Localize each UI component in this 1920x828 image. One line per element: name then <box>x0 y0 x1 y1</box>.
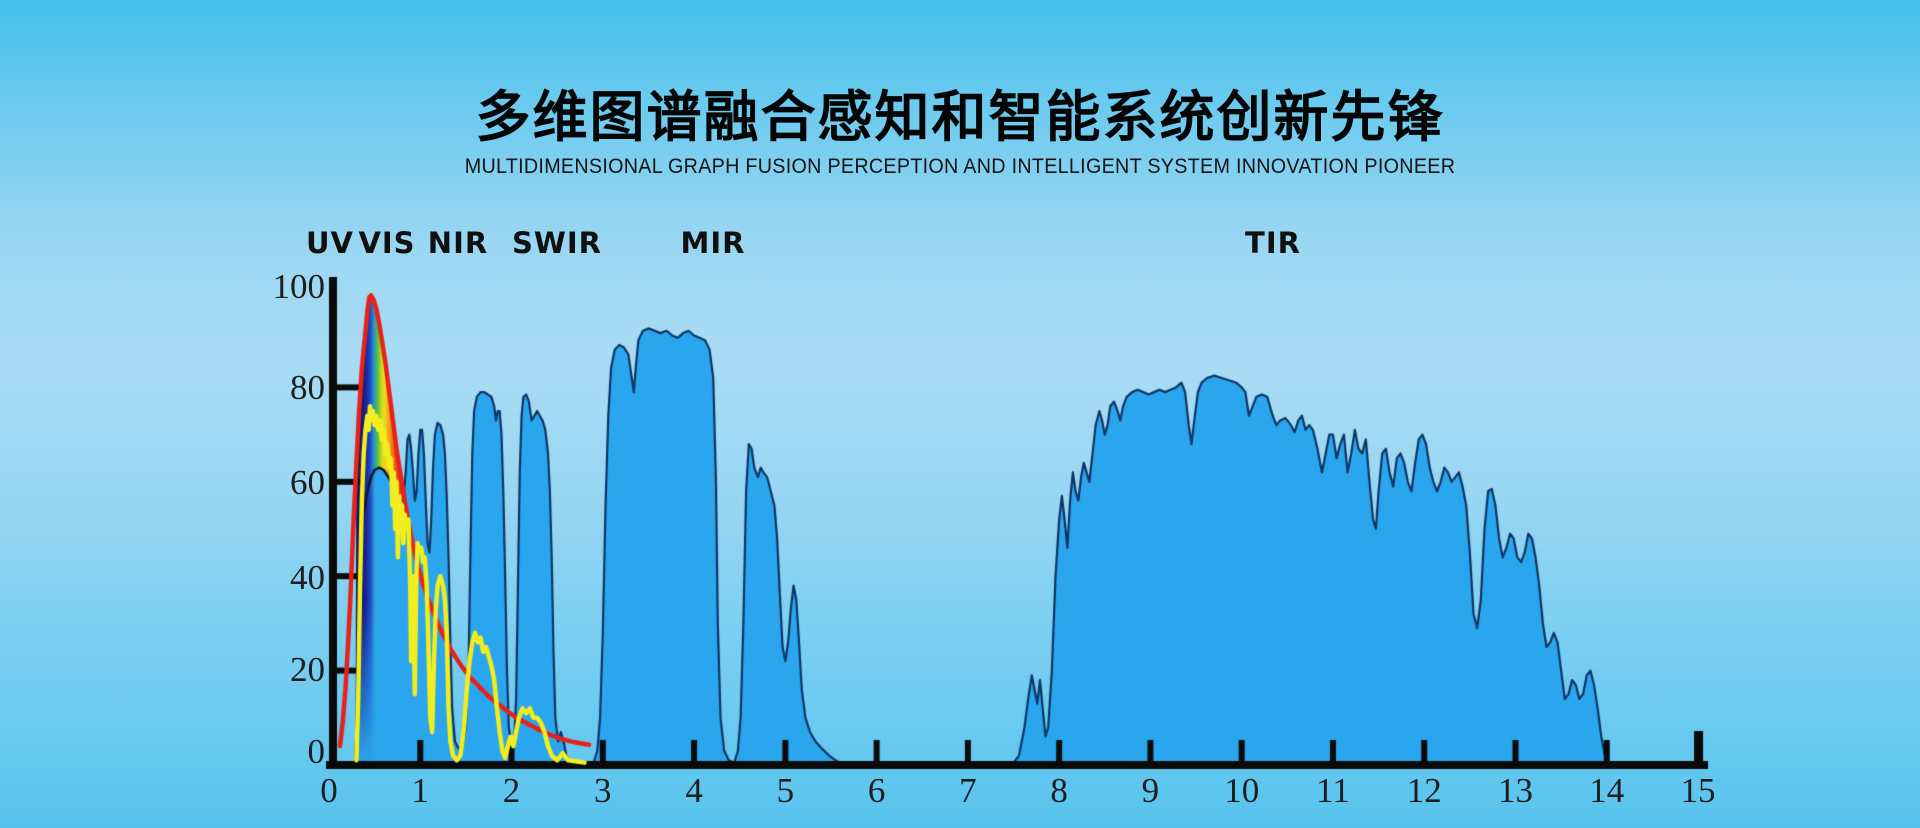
x-tick-label: 9 <box>1141 771 1160 810</box>
y-tick-label: 40 <box>290 558 325 597</box>
band-label-swir: SWIR <box>512 226 602 260</box>
x-tick-label: 4 <box>685 771 703 810</box>
band-label-mir: MIR <box>680 226 746 260</box>
page-subtitle: MULTIDIMENSIONAL GRAPH FUSION PERCEPTION… <box>464 155 1456 178</box>
x-tick-label: 10 <box>1224 771 1260 810</box>
band-label-uv: UV <box>306 226 354 260</box>
y-tick-label: 60 <box>290 463 325 502</box>
page-title: 多维图谱融合感知和智能系统创新先锋 <box>475 85 1445 149</box>
y-tick-label: 20 <box>290 650 325 689</box>
x-tick-label: 5 <box>776 771 795 810</box>
x-tick-label: 12 <box>1406 771 1442 810</box>
band-label-tir: TIR <box>1245 226 1301 260</box>
x-tick-label: 7 <box>959 771 977 810</box>
y-tick-label: 80 <box>290 368 325 407</box>
x-tick-label: 2 <box>502 771 521 810</box>
x-tick-label: 14 <box>1589 771 1625 810</box>
x-tick-label: 15 <box>1680 771 1716 810</box>
band-label-nir: NIR <box>427 226 489 260</box>
y-tick-label: 0 <box>307 732 326 771</box>
x-tick-label: 3 <box>594 771 612 810</box>
x-tick-label: 8 <box>1050 771 1068 810</box>
x-tick-label: 11 <box>1316 771 1350 810</box>
x-tick-label: 6 <box>867 771 886 810</box>
x-tick-label: 1 <box>411 771 430 810</box>
x-tick-label: 13 <box>1498 771 1533 810</box>
y-tick-label: 100 <box>272 267 326 306</box>
x-tick-label: 0 <box>320 771 338 810</box>
band-label-vis: VIS <box>358 226 416 260</box>
